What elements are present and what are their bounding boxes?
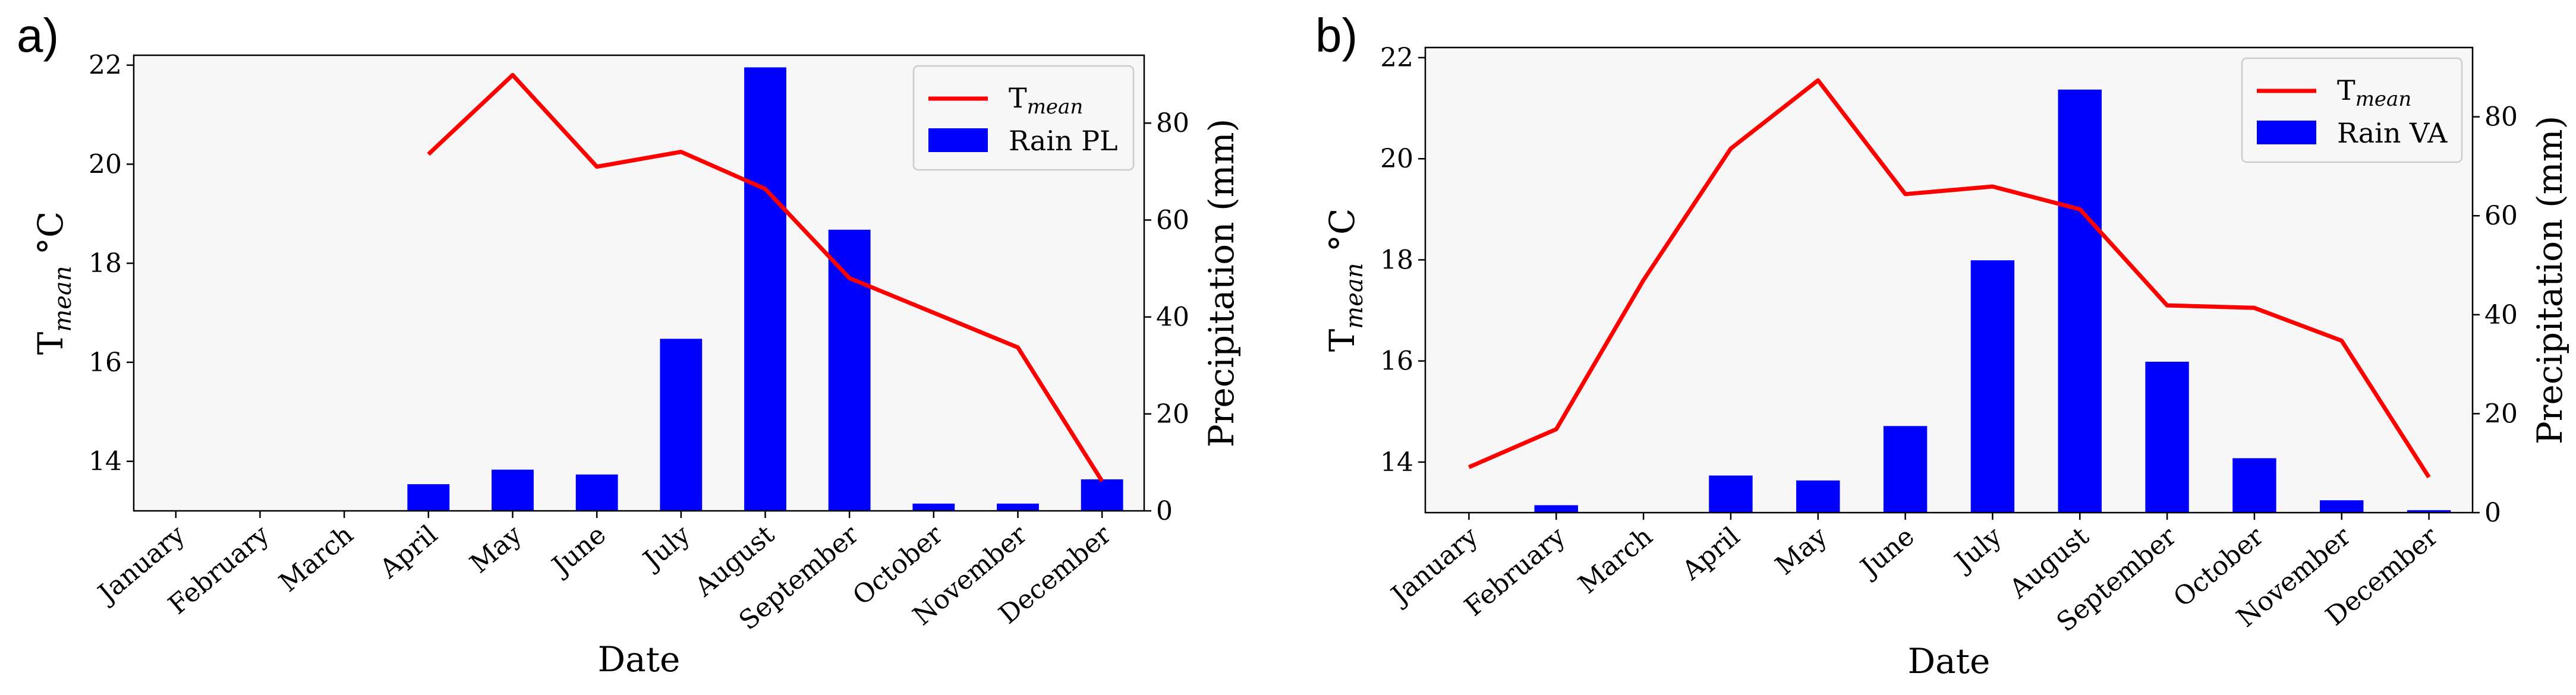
left-tick-label: 22 (1380, 43, 1413, 73)
legend-bar-swatch (2257, 121, 2316, 144)
left-tick-label: 16 (1380, 346, 1413, 377)
x-tick-label-april: April (1676, 521, 1746, 586)
bar-april (407, 484, 450, 511)
bar-july (1970, 260, 2015, 513)
bar-september (828, 229, 871, 511)
left-tick-label: 20 (1380, 144, 1413, 174)
right-tick-label: 0 (2484, 498, 2501, 528)
left-tick-label: 14 (89, 447, 122, 477)
left-axis-label: Tmean °C (30, 211, 77, 355)
line-series-tmean (1468, 78, 2431, 479)
plot-frame (133, 54, 1145, 512)
left-tick-label: 14 (1380, 447, 1413, 478)
x-tick-label-march: March (273, 519, 359, 598)
left-axis-label: Tmean °C (1322, 208, 1368, 352)
left-tick-label: 18 (1380, 245, 1413, 275)
x-axis-label: Date (1908, 641, 1991, 681)
x-tick-label-may: May (1769, 521, 1833, 581)
left-tick-label: 16 (89, 348, 122, 378)
bar-may (492, 469, 534, 511)
x-tick-label-june: June (1853, 521, 1920, 584)
right-tick-label: 60 (1156, 205, 1189, 235)
legend-bar-label: Rain VA (2337, 117, 2448, 149)
right-axis-label: Precipitation (mm) (1201, 119, 1242, 448)
x-tick-label-march: March (1573, 521, 1658, 599)
right-tick-label: 40 (1156, 302, 1189, 333)
bar-october (2232, 458, 2276, 513)
bar-july (660, 339, 703, 511)
legend-line-label: Tmean (2337, 74, 2411, 111)
right-tick-label: 0 (1156, 496, 1173, 526)
right-axis-label: Precipitation (mm) (2530, 116, 2570, 445)
bar-august (744, 67, 786, 511)
x-axis-label: Date (598, 639, 681, 680)
bar-november (2320, 500, 2364, 513)
bar-february (1534, 505, 1578, 513)
panel-label-b: b) (1315, 9, 1358, 62)
legend-bar-label: Rain PL (1009, 125, 1118, 157)
bar-june (575, 474, 618, 511)
x-tick-label-july: July (636, 519, 696, 576)
panel-label-a: a) (17, 9, 59, 62)
bar-november (997, 503, 1039, 511)
bar-august (2058, 89, 2102, 513)
right-tick-label: 60 (2484, 201, 2518, 231)
left-tick-label: 20 (89, 149, 122, 179)
bar-may (1796, 480, 1840, 513)
bar-september (2145, 361, 2189, 513)
right-tick-label: 20 (2484, 399, 2518, 429)
right-tick-label: 20 (1156, 399, 1189, 429)
x-tick-label-june: June (545, 519, 612, 582)
legend-line-label: Tmean (1009, 82, 1083, 119)
bar-december (2407, 510, 2451, 513)
left-tick-label: 22 (89, 50, 122, 81)
right-tick-label: 40 (2484, 300, 2518, 330)
left-tick-label: 18 (89, 248, 122, 279)
right-tick-label: 80 (1156, 108, 1189, 138)
x-tick-label-april: April (374, 519, 443, 585)
plot-frame (1424, 46, 2474, 514)
bar-december (1081, 479, 1123, 511)
x-tick-label-july: July (1948, 521, 2008, 578)
legend-bar-swatch (928, 128, 988, 152)
bar-june (1883, 426, 1928, 513)
bar-april (1709, 475, 1753, 513)
x-tick-label-may: May (464, 519, 528, 579)
right-tick-label: 80 (2484, 102, 2518, 132)
bar-october (912, 503, 955, 511)
